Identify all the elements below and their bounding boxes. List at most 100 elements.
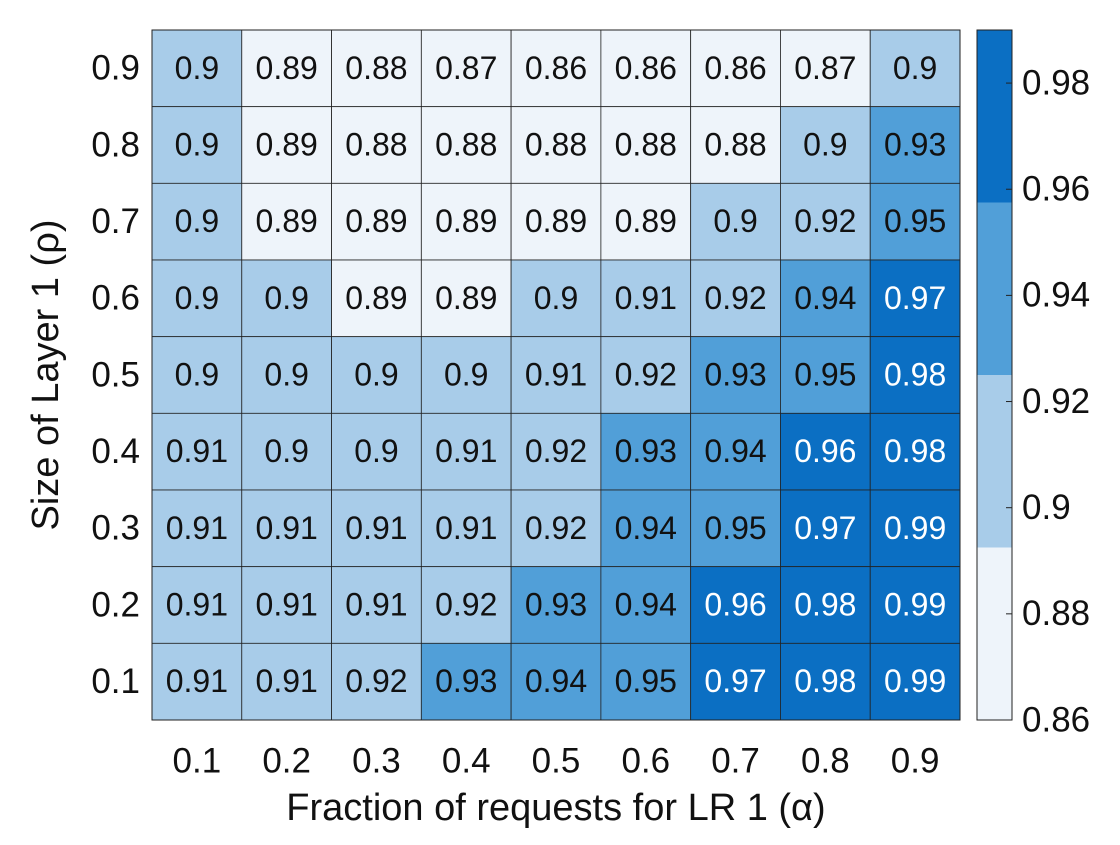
cell-label: 0.95 bbox=[794, 356, 856, 392]
cell bbox=[241, 489, 332, 568]
cell bbox=[331, 106, 422, 184]
cell-label: 0.91 bbox=[256, 510, 318, 546]
cell-label: 0.97 bbox=[794, 510, 856, 546]
cell-label: 0.93 bbox=[435, 663, 497, 699]
cell bbox=[241, 642, 332, 721]
cell-label: 0.89 bbox=[615, 203, 677, 239]
cell-label: 0.98 bbox=[794, 586, 856, 622]
cell bbox=[869, 642, 961, 721]
cell-label: 0.99 bbox=[884, 663, 946, 699]
cell-label: 0.9 bbox=[713, 203, 757, 239]
cell-label: 0.92 bbox=[525, 510, 587, 546]
cell bbox=[510, 642, 602, 721]
cell-label: 0.89 bbox=[345, 203, 407, 239]
cell-label: 0.9 bbox=[893, 50, 937, 86]
cell-label: 0.88 bbox=[615, 126, 677, 162]
x-tick-label: 0.4 bbox=[442, 741, 491, 780]
cell-label: 0.89 bbox=[256, 126, 318, 162]
cell-label: 0.91 bbox=[435, 433, 497, 469]
cell-label: 0.95 bbox=[884, 203, 946, 239]
cell bbox=[420, 259, 512, 338]
y-axis-label: Size of Layer 1 (ρ) bbox=[25, 220, 67, 531]
cell-label: 0.93 bbox=[704, 356, 766, 392]
cell bbox=[331, 489, 422, 568]
cell-label: 0.98 bbox=[884, 356, 946, 392]
y-tick-label: 0.9 bbox=[91, 49, 140, 88]
cell-label: 0.9 bbox=[175, 50, 219, 86]
cell bbox=[869, 336, 961, 414]
colorbar-band bbox=[977, 547, 1012, 720]
plot-border bbox=[151, 29, 961, 721]
cell bbox=[600, 642, 692, 721]
cell-label: 0.92 bbox=[704, 280, 766, 316]
cell bbox=[869, 566, 961, 644]
cell bbox=[420, 29, 512, 108]
cell bbox=[151, 642, 243, 721]
cell-label: 0.9 bbox=[534, 280, 578, 316]
cell-label: 0.92 bbox=[345, 663, 407, 699]
cell bbox=[690, 489, 781, 568]
cell bbox=[151, 29, 243, 108]
cell-label: 0.88 bbox=[435, 126, 497, 162]
cell-label: 0.91 bbox=[435, 510, 497, 546]
cell bbox=[241, 182, 332, 261]
cell bbox=[331, 642, 422, 721]
x-tick-label: 0.3 bbox=[352, 741, 401, 780]
cell bbox=[151, 566, 243, 644]
cell-label: 0.9 bbox=[354, 433, 398, 469]
y-tick-label: 0.3 bbox=[91, 509, 140, 548]
y-tick-label: 0.8 bbox=[91, 125, 140, 164]
colorbar-tick-label: 0.86 bbox=[1022, 700, 1090, 739]
cell bbox=[241, 259, 332, 338]
cell-label: 0.86 bbox=[615, 50, 677, 86]
y-tick-label: 0.5 bbox=[91, 355, 140, 394]
y-tick-label: 0.4 bbox=[91, 432, 140, 471]
cell-label: 0.95 bbox=[704, 510, 766, 546]
cell bbox=[690, 106, 781, 184]
cell bbox=[600, 106, 692, 184]
cell-label: 0.91 bbox=[166, 663, 228, 699]
cell-label: 0.93 bbox=[615, 433, 677, 469]
cell-label: 0.89 bbox=[525, 203, 587, 239]
y-tick-label: 0.1 bbox=[91, 662, 140, 701]
cell-label: 0.9 bbox=[264, 433, 308, 469]
cell-label: 0.94 bbox=[525, 663, 587, 699]
cell bbox=[510, 412, 602, 491]
cell-label: 0.86 bbox=[704, 50, 766, 86]
cell-label: 0.94 bbox=[615, 510, 677, 546]
cell bbox=[780, 412, 871, 491]
cell bbox=[510, 106, 602, 184]
cell-label: 0.89 bbox=[256, 50, 318, 86]
cell-label: 0.95 bbox=[615, 663, 677, 699]
x-tick-label: 0.8 bbox=[801, 741, 850, 780]
cell bbox=[420, 182, 512, 261]
colorbar-tick-label: 0.98 bbox=[1022, 63, 1090, 102]
colorbar-tick-label: 0.96 bbox=[1022, 169, 1090, 208]
cell bbox=[331, 182, 422, 261]
cell-label: 0.99 bbox=[884, 586, 946, 622]
cell-label: 0.94 bbox=[615, 586, 677, 622]
cell-label: 0.9 bbox=[175, 280, 219, 316]
cell bbox=[151, 412, 243, 491]
cell bbox=[151, 489, 243, 568]
y-tick-label: 0.7 bbox=[91, 202, 140, 241]
cell-label: 0.91 bbox=[345, 586, 407, 622]
cell bbox=[241, 336, 332, 414]
cell-label: 0.91 bbox=[166, 433, 228, 469]
cell-label: 0.92 bbox=[435, 586, 497, 622]
cell-label: 0.86 bbox=[525, 50, 587, 86]
cell-label: 0.91 bbox=[615, 280, 677, 316]
cell-label: 0.88 bbox=[704, 126, 766, 162]
cell-label: 0.94 bbox=[794, 280, 856, 316]
cell bbox=[869, 412, 961, 491]
x-tick-label: 0.9 bbox=[891, 741, 940, 780]
cell bbox=[151, 336, 243, 414]
cell bbox=[690, 182, 781, 261]
cell-label: 0.98 bbox=[794, 663, 856, 699]
cell bbox=[780, 29, 871, 108]
cell-label: 0.9 bbox=[444, 356, 488, 392]
cell bbox=[690, 566, 781, 644]
colorbar-tick-label: 0.94 bbox=[1022, 276, 1090, 315]
cell-label: 0.89 bbox=[256, 203, 318, 239]
